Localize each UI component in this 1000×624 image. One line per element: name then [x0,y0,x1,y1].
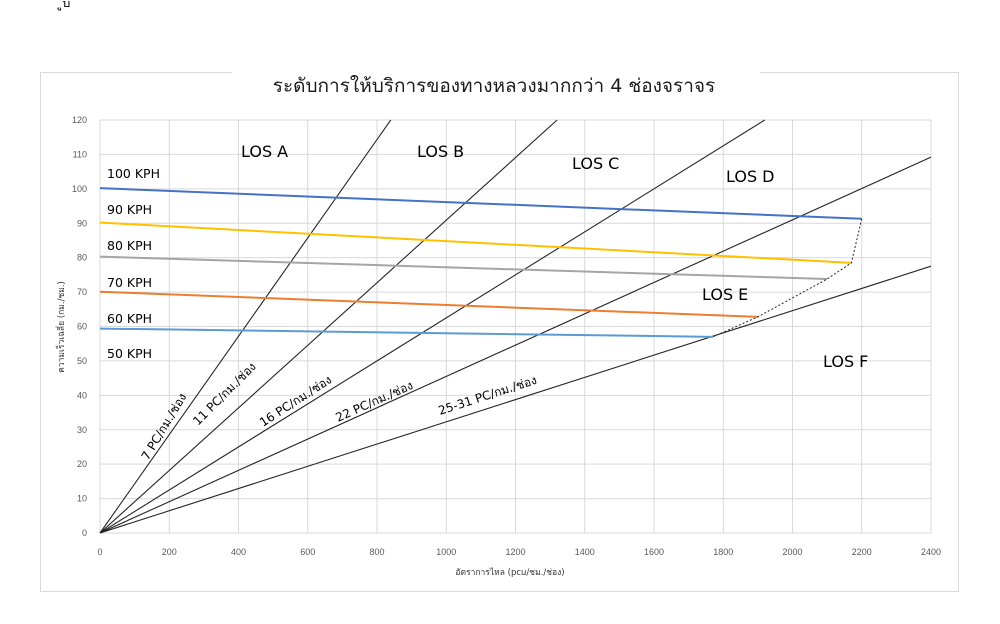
y-tick-label-90: 90 [77,218,87,228]
y-tick-label-0: 0 [82,528,87,538]
density-line-1 [99,119,558,534]
gridlines [99,119,932,534]
y-tick-label-10: 10 [77,494,87,504]
x-tick-label-1400: 1400 [575,547,595,557]
y-tick-label-50: 50 [77,356,87,366]
x-tick-label-200: 200 [162,547,177,557]
axis-ticks: 0 200 400 600 800 1000 1200 1400 1600 1800 2000 220… [72,115,941,557]
y-tick-label-70: 70 [77,287,87,297]
region-label-los-d: LOS D [726,167,775,186]
speed-curve-3 [99,290,758,318]
density-line-2 [99,119,766,534]
x-tick-label-1800: 1800 [713,547,733,557]
speed-label-50: 50 KPH [107,346,152,361]
chart-frame [40,72,959,592]
region-label-los-c: LOS C [572,154,619,173]
capacity-boundary-line [712,218,863,338]
y-tick-label-100: 100 [72,184,87,194]
y-tick-label-110: 110 [73,149,87,159]
x-axis-title: อัตราการไหล (pcu/ชม./ช่อง) [455,567,564,578]
x-tick-label-400: 400 [231,547,246,557]
x-tick-label-1000: 1000 [436,547,456,557]
x-tick-label-1200: 1200 [505,547,525,557]
density-line-4 [99,265,932,534]
capacity-boundary [712,218,863,338]
speed-label-100: 100 KPH [107,166,160,181]
x-tick-label-1600: 1600 [644,547,664,557]
x-tick-label-2200: 2200 [852,547,872,557]
y-tick-label-60: 60 [77,322,87,332]
speed-curve-1 [99,221,852,264]
speed-label-60: 60 KPH [107,311,152,326]
y-tick-label-20: 20 [77,459,87,469]
region-label-los-f: LOS F [823,352,868,371]
chart-title: ระดับการให้บริการของทางหลวงมากกว่า 4 ช่อ… [273,75,716,97]
y-tick-label-120: 120 [72,115,87,125]
density-label-22: 22 PC/กม./ช่อง [334,378,416,425]
speed-label-70: 70 KPH [107,275,152,290]
region-label-los-b: LOS B [417,142,464,161]
x-tick-label-800: 800 [369,547,384,557]
title-background [232,64,760,98]
speed-label-90: 90 KPH [107,202,152,217]
y-axis-title: ความเร็วเฉลี่ย (กม./ชม.) [55,281,67,373]
speed-curves [99,187,862,338]
density-label-11: 11 PC/กม./ช่อง [190,360,259,429]
speed-label-80: 80 KPH [107,238,152,253]
x-tick-label-2000: 2000 [782,547,802,557]
density-lines [99,119,932,534]
density-line-0 [99,119,392,534]
y-tick-label-80: 80 [77,253,87,263]
cropped-caption-svg: ูป [57,0,70,11]
x-tick-label-0: 0 [97,547,102,557]
y-tick-label-30: 30 [77,425,87,435]
region-label-los-e: LOS E [702,285,748,304]
speed-curve-0 [99,187,862,220]
x-tick-label-600: 600 [300,547,315,557]
cropped-caption-text: ูป [57,1,70,11]
speed-curve-2 [99,255,828,281]
density-line-3 [99,156,932,534]
region-label-los-a: LOS A [241,142,288,161]
density-label-7: 7 PC/กม./ช่อง [139,391,190,463]
cropped-caption-fragment: ูป [0,0,1000,14]
chart-labels: ระดับการให้บริการของทางหลวงมากกว่า 4 ช่อ… [55,64,868,578]
speed-curve-4 [99,327,713,338]
x-tick-label-2400: 2400 [921,547,941,557]
y-tick-label-40: 40 [77,390,87,400]
